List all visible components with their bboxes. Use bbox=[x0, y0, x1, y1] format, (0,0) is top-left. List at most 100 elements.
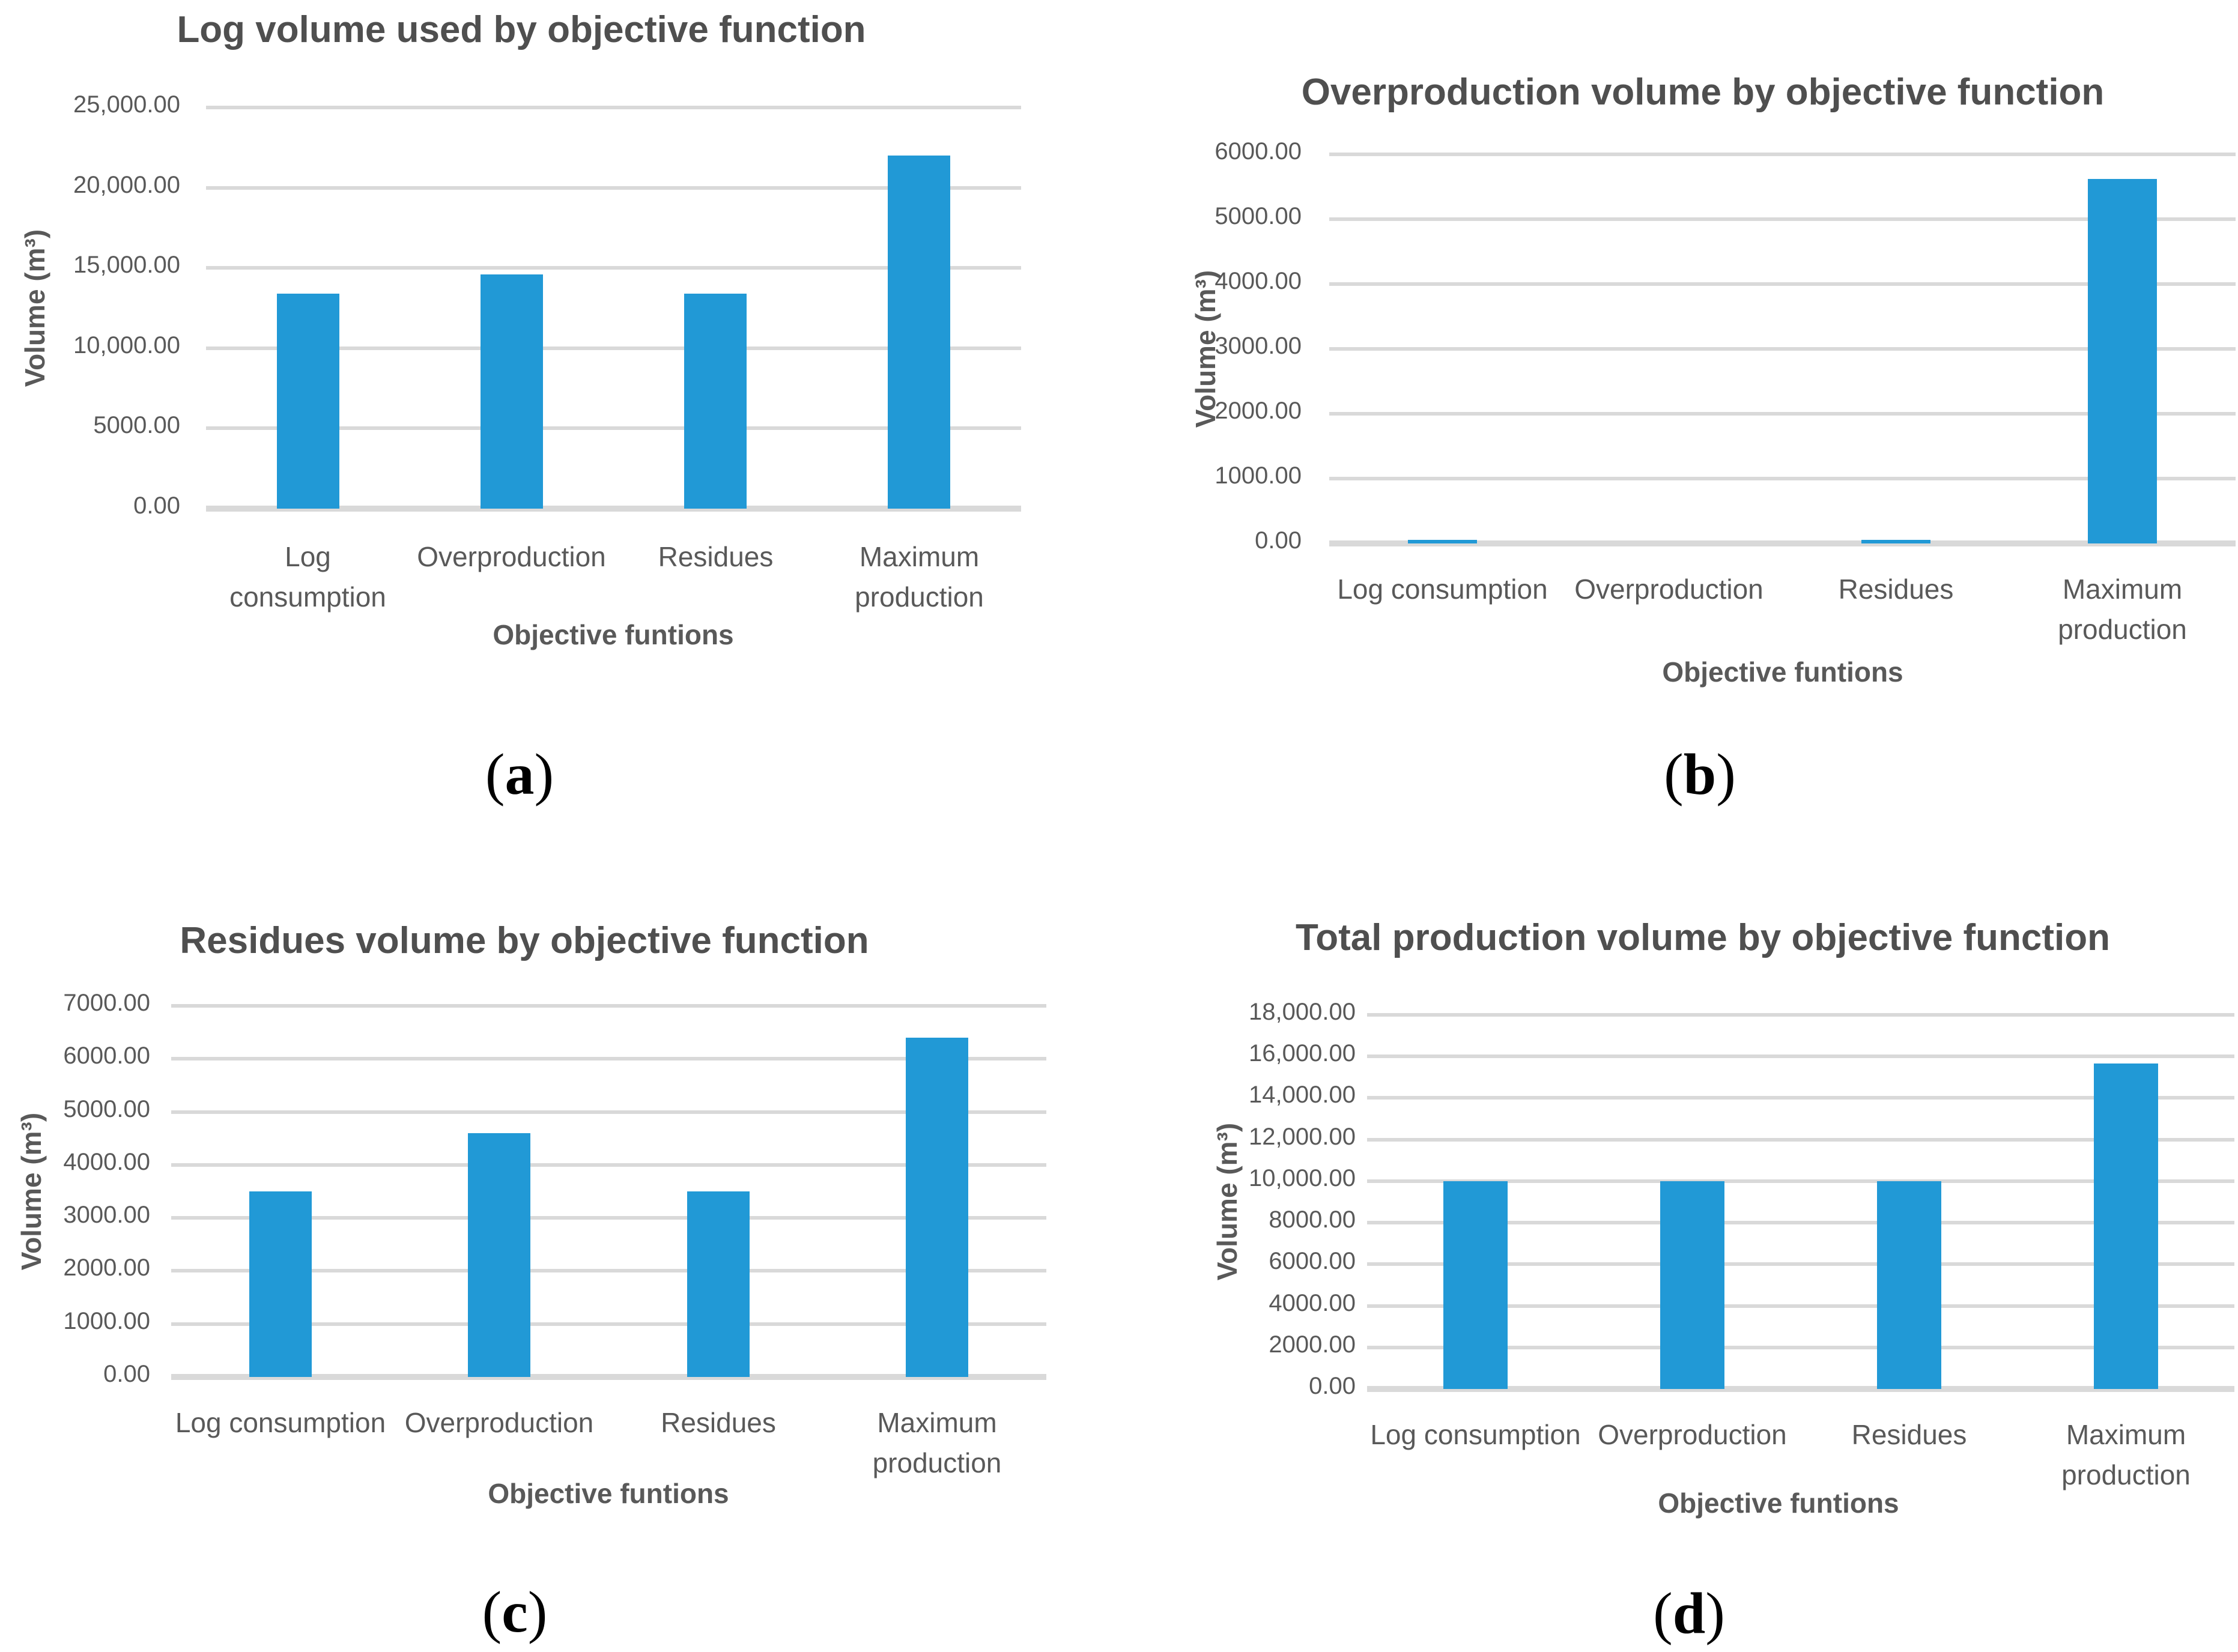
bar-overproduction bbox=[1660, 1181, 1724, 1389]
x-axis-title: Objective funtions bbox=[493, 619, 734, 650]
gridline bbox=[171, 1057, 1046, 1060]
category-label: Overproduction bbox=[404, 1407, 594, 1438]
y-tick-label: 4000.00 bbox=[63, 1149, 150, 1175]
panel-letter-char: b bbox=[1683, 742, 1717, 807]
x-axis-title: Objective funtions bbox=[1658, 1487, 1899, 1519]
y-tick-label: 6000.00 bbox=[1269, 1248, 1356, 1274]
category-label: Log consumption bbox=[1370, 1419, 1581, 1450]
gridline bbox=[171, 1216, 1046, 1220]
bar-residues bbox=[1877, 1181, 1941, 1389]
bar-residues bbox=[684, 294, 747, 509]
category-label: Maximum production bbox=[872, 1407, 1002, 1478]
panel-letter-char: c bbox=[502, 1580, 528, 1645]
gridline bbox=[206, 506, 1021, 512]
gridline bbox=[1329, 412, 2236, 416]
category-label: Residues bbox=[661, 1407, 776, 1438]
gridline bbox=[1367, 1013, 2234, 1017]
y-tick-label: 1000.00 bbox=[1215, 462, 1302, 489]
bar-overproduction bbox=[468, 1133, 530, 1377]
panel-letter-open-paren: ( bbox=[1664, 742, 1684, 807]
category-label: Log consumption bbox=[229, 541, 386, 613]
category-label: Maximum production bbox=[2058, 573, 2187, 645]
panel-letter: (a) bbox=[399, 735, 640, 814]
bar-maximum-production bbox=[2088, 179, 2157, 543]
category-label: Log consumption bbox=[1337, 573, 1548, 605]
y-tick-label: 15,000.00 bbox=[73, 252, 180, 278]
chart-title: Total production volume by objective fun… bbox=[1295, 917, 2110, 958]
gridline bbox=[171, 1163, 1046, 1167]
y-tick-label: 4000.00 bbox=[1215, 268, 1302, 294]
y-tick-label: 3000.00 bbox=[63, 1202, 150, 1228]
y-tick-label: 3000.00 bbox=[1215, 333, 1302, 359]
y-tick-label: 20,000.00 bbox=[73, 172, 180, 198]
gridline bbox=[1367, 1386, 2234, 1392]
y-axis-title: Volume (m³) bbox=[19, 229, 50, 387]
gridline bbox=[171, 1269, 1046, 1272]
y-tick-label: 7000.00 bbox=[63, 990, 150, 1016]
bar-maximum-production bbox=[2094, 1064, 2158, 1389]
panel-letter-open-paren: ( bbox=[482, 1580, 502, 1645]
y-tick-label: 14,000.00 bbox=[1249, 1082, 1356, 1108]
gridline bbox=[171, 1110, 1046, 1114]
chart-title: Residues volume by objective function bbox=[180, 920, 869, 961]
y-tick-label: 2000.00 bbox=[1215, 398, 1302, 424]
gridline bbox=[206, 266, 1021, 270]
gridline bbox=[1367, 1304, 2234, 1308]
gridline bbox=[1329, 477, 2236, 480]
y-tick-label: 6000.00 bbox=[63, 1042, 150, 1069]
gridline bbox=[1329, 217, 2236, 221]
category-label: Maximum production bbox=[2061, 1419, 2191, 1490]
gridline bbox=[206, 426, 1021, 430]
gridline bbox=[171, 1322, 1046, 1326]
panel-letter: (d) bbox=[1569, 1574, 1809, 1652]
gridline bbox=[206, 106, 1021, 109]
panel-letter-open-paren: ( bbox=[1653, 1581, 1673, 1646]
category-label: Residues bbox=[1838, 573, 1954, 605]
bar-maximum-production bbox=[888, 156, 950, 509]
panel-letter-open-paren: ( bbox=[485, 742, 505, 807]
y-tick-label: 5000.00 bbox=[93, 412, 180, 438]
panel-letter-char: d bbox=[1672, 1581, 1706, 1646]
gridline bbox=[1367, 1054, 2234, 1058]
y-tick-label: 1000.00 bbox=[63, 1308, 150, 1334]
panel-letter: (b) bbox=[1580, 735, 1820, 814]
gridline bbox=[171, 1374, 1046, 1380]
bar-maximum-production bbox=[906, 1038, 968, 1377]
category-label: Overproduction bbox=[1574, 573, 1763, 605]
gridline bbox=[206, 346, 1021, 350]
chart-title: Overproduction volume by objective funct… bbox=[1301, 71, 2105, 113]
bar-log-consumption bbox=[1408, 540, 1477, 543]
y-tick-label: 2000.00 bbox=[63, 1254, 150, 1281]
x-axis-title: Objective funtions bbox=[488, 1478, 729, 1509]
gridline bbox=[206, 186, 1021, 190]
x-axis-title: Objective funtions bbox=[1662, 656, 1903, 688]
gridline bbox=[1367, 1221, 2234, 1224]
y-tick-label: 0.00 bbox=[1255, 527, 1302, 554]
y-tick-label: 10,000.00 bbox=[73, 332, 180, 359]
y-tick-label: 16,000.00 bbox=[1249, 1040, 1356, 1067]
gridline bbox=[1329, 347, 2236, 351]
category-label: Overproduction bbox=[1598, 1419, 1787, 1450]
y-tick-label: 12,000.00 bbox=[1249, 1124, 1356, 1150]
gridline bbox=[1367, 1179, 2234, 1183]
category-label: Log consumption bbox=[175, 1407, 386, 1438]
gridline bbox=[1367, 1138, 2234, 1142]
gridline bbox=[1367, 1096, 2234, 1100]
gridline bbox=[171, 1004, 1046, 1008]
panel-letter-close-paren: ) bbox=[1716, 742, 1736, 807]
bar-residues bbox=[687, 1191, 750, 1377]
y-tick-label: 0.00 bbox=[133, 492, 180, 519]
y-tick-label: 5000.00 bbox=[1215, 203, 1302, 229]
y-tick-label: 0.00 bbox=[103, 1361, 150, 1387]
y-tick-label: 2000.00 bbox=[1269, 1331, 1356, 1358]
bar-log-consumption bbox=[277, 294, 339, 509]
chart-title: Log volume used by objective function bbox=[177, 9, 866, 50]
y-tick-label: 6000.00 bbox=[1215, 138, 1302, 165]
y-tick-label: 25,000.00 bbox=[73, 91, 180, 118]
gridline bbox=[1329, 153, 2236, 156]
bar-log-consumption bbox=[1443, 1181, 1508, 1389]
gridline bbox=[1329, 282, 2236, 286]
bar-residues bbox=[1861, 540, 1930, 543]
y-tick-label: 5000.00 bbox=[63, 1096, 150, 1122]
